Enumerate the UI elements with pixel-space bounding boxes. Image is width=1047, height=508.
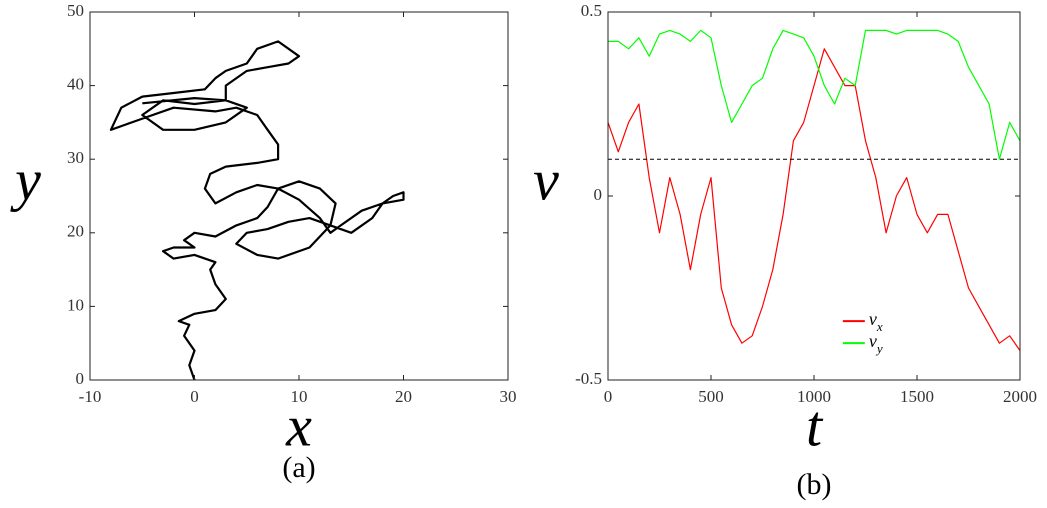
y-tick-label: 40 (67, 75, 84, 94)
y-tick-label: 50 (67, 1, 84, 20)
caption: (a) (282, 451, 315, 484)
plot-frame (89, 11, 509, 381)
x-tick-label: 0 (190, 387, 199, 406)
y-axis-label: v (533, 147, 559, 212)
y-tick-label: 0.5 (581, 1, 602, 20)
y-tick-label: 20 (67, 222, 84, 241)
x-tick-label: 30 (500, 387, 517, 406)
caption: (b) (797, 468, 832, 501)
legend-label: vy (869, 331, 883, 356)
x-tick-label: 10 (291, 387, 308, 406)
series-line (109, 40, 405, 381)
x-axis-label: t (806, 393, 824, 458)
y-tick-label: -0.5 (575, 369, 602, 388)
x-tick-label: -10 (79, 387, 102, 406)
y-tick-label: 0 (76, 369, 85, 388)
series-line (607, 48, 1021, 351)
x-tick-label: 2000 (1003, 387, 1037, 406)
legend-label: vx (869, 309, 883, 334)
plot-frame (607, 11, 1021, 381)
x-tick-label: 1000 (797, 387, 831, 406)
x-tick-label: 500 (698, 387, 724, 406)
y-tick-label: 0 (594, 185, 603, 204)
x-tick-label: 0 (604, 387, 613, 406)
x-tick-label: 20 (395, 387, 412, 406)
x-axis-label: x (285, 393, 312, 458)
y-tick-label: 30 (67, 148, 84, 167)
y-axis-label: y (10, 147, 41, 212)
series-line (608, 29, 1021, 160)
x-tick-label: 1500 (900, 387, 934, 406)
y-tick-label: 10 (67, 295, 84, 314)
